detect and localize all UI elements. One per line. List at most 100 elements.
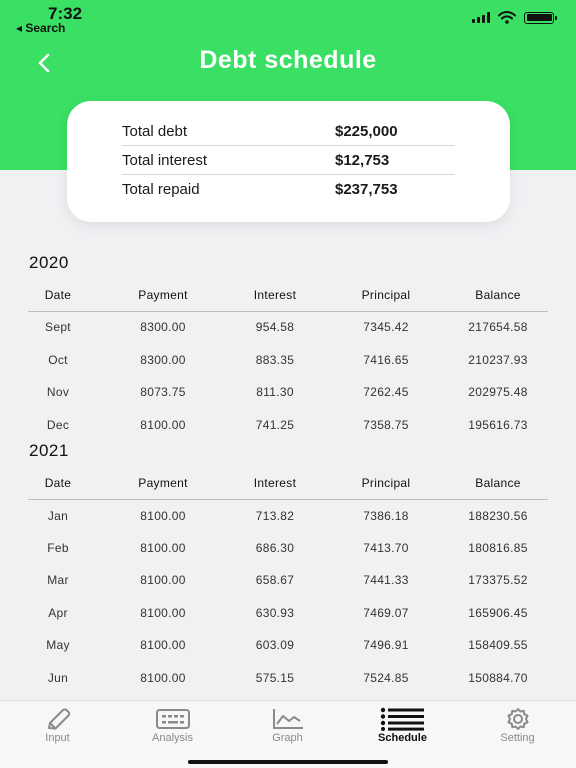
- table-row: Apr 8100.00 630.93 7469.07 165906.45: [28, 606, 548, 626]
- status-back-to-search[interactable]: ◂ Search: [16, 21, 66, 35]
- summary-row-total-interest: Total interest $12,753: [122, 146, 455, 175]
- tab-schedule[interactable]: Schedule: [345, 701, 460, 768]
- calculator-icon: [155, 709, 190, 729]
- cell-payment: 8100.00: [140, 573, 186, 587]
- cellular-signal-icon: [472, 12, 490, 23]
- cell-principal: 7413.70: [363, 541, 409, 555]
- cell-date: Dec: [46, 418, 70, 432]
- back-button[interactable]: [30, 48, 60, 78]
- tab-graph[interactable]: Graph: [230, 701, 345, 768]
- table-row: Jan 8100.00 713.82 7386.18 188230.56: [28, 509, 548, 529]
- cell-date: Mar: [47, 573, 69, 587]
- table-row: Sept 8300.00 954.58 7345.42 217654.58: [28, 320, 548, 340]
- cell-payment: 8300.00: [140, 320, 186, 334]
- tab-input[interactable]: Input: [0, 701, 115, 768]
- cell-payment: 8100.00: [140, 638, 186, 652]
- cell-balance: 210237.93: [468, 353, 528, 367]
- table-row: Mar 8100.00 658.67 7441.33 173375.52: [28, 573, 548, 593]
- cell-date: May: [46, 638, 70, 652]
- tab-label: Setting: [500, 732, 535, 744]
- cell-principal: 7441.33: [363, 573, 409, 587]
- column-header-balance: Balance: [475, 288, 521, 302]
- status-bar: 7:32 ◂ Search: [0, 0, 576, 40]
- cell-interest: 630.93: [255, 606, 295, 620]
- cell-balance: 188230.56: [468, 509, 528, 523]
- cell-principal: 7262.45: [363, 385, 409, 399]
- cell-date: Apr: [48, 606, 68, 620]
- table-row: Feb 8100.00 686.30 7413.70 180816.85: [28, 541, 548, 561]
- cell-payment: 8073.75: [140, 385, 186, 399]
- cell-principal: 7345.42: [363, 320, 409, 334]
- summary-card: Total debt $225,000 Total interest $12,7…: [67, 101, 510, 222]
- column-header-date: Date: [44, 288, 72, 302]
- column-header-principal: Principal: [361, 476, 411, 490]
- cell-payment: 8300.00: [140, 353, 186, 367]
- table-header-2020: Date Payment Interest Principal Balance: [28, 288, 548, 312]
- table-header-2021: Date Payment Interest Principal Balance: [28, 476, 548, 500]
- list-icon: [380, 707, 424, 731]
- cell-balance: 195616.73: [468, 418, 528, 432]
- column-header-payment: Payment: [138, 288, 188, 302]
- cell-balance: 173375.52: [468, 573, 528, 587]
- tab-analysis[interactable]: Analysis: [115, 701, 230, 768]
- column-header-payment: Payment: [138, 476, 188, 490]
- cell-principal: 7358.75: [363, 418, 409, 432]
- summary-label: Total debt: [122, 122, 188, 140]
- cell-interest: 811.30: [256, 385, 294, 399]
- cell-payment: 8100.00: [140, 671, 186, 685]
- cell-interest: 883.35: [255, 353, 295, 367]
- wifi-icon: [498, 11, 516, 24]
- table-row: May 8100.00 603.09 7496.91 158409.55: [28, 638, 548, 658]
- cell-interest: 658.67: [255, 573, 295, 587]
- cell-payment: 8100.00: [140, 418, 186, 432]
- cell-date: Nov: [46, 385, 70, 399]
- battery-icon: [524, 11, 557, 24]
- cell-balance: 202975.48: [468, 385, 528, 399]
- summary-label: Total repaid: [122, 181, 200, 198]
- gear-icon: [507, 708, 528, 730]
- home-indicator[interactable]: [188, 760, 388, 764]
- cell-balance: 150884.70: [468, 671, 528, 685]
- cell-balance: 165906.45: [468, 606, 528, 620]
- year-heading-2020: 2020: [29, 253, 69, 272]
- summary-value: $225,000: [335, 122, 398, 140]
- cell-balance: 180816.85: [468, 541, 528, 555]
- line-chart-icon: [272, 709, 303, 729]
- cell-principal: 7524.85: [363, 671, 409, 685]
- column-header-balance: Balance: [475, 476, 521, 490]
- table-row: Jun 8100.00 575.15 7524.85 150884.70: [28, 671, 548, 691]
- tab-label: Input: [45, 732, 70, 744]
- cell-balance: 158409.55: [468, 638, 528, 652]
- table-row: Oct 8300.00 883.35 7416.65 210237.93: [28, 353, 548, 373]
- tab-label: Schedule: [378, 732, 427, 744]
- summary-row-total-repaid: Total repaid $237,753: [122, 175, 455, 204]
- cell-principal: 7469.07: [363, 606, 409, 620]
- cell-interest: 954.58: [255, 320, 295, 334]
- tab-label: Graph: [272, 732, 303, 744]
- column-header-interest: Interest: [253, 476, 297, 490]
- cell-interest: 713.82: [255, 509, 295, 523]
- page-title: Debt schedule: [199, 46, 377, 74]
- cell-interest: 575.15: [255, 671, 295, 685]
- column-header-date: Date: [44, 476, 72, 490]
- summary-value: $12,753: [335, 151, 390, 169]
- status-icons: [472, 11, 557, 24]
- cell-interest: 741.25: [255, 418, 295, 432]
- pencil-icon: [47, 708, 70, 730]
- table-row: Nov 8073.75 811.30 7262.45 202975.48: [28, 385, 548, 405]
- cell-principal: 7416.65: [363, 353, 409, 367]
- cell-payment: 8100.00: [140, 606, 186, 620]
- summary-value: $237,753: [335, 181, 398, 198]
- tab-label: Analysis: [152, 732, 193, 744]
- column-header-principal: Principal: [361, 288, 411, 302]
- tab-bar: Input Analysis Graph Schedule: [0, 700, 576, 768]
- status-time: 7:32: [48, 4, 83, 23]
- cell-interest: 686.30: [255, 541, 295, 555]
- cell-date: Jun: [47, 671, 69, 685]
- cell-balance: 217654.58: [468, 320, 528, 334]
- tab-setting[interactable]: Setting: [460, 701, 575, 768]
- cell-principal: 7496.91: [363, 638, 409, 652]
- cell-payment: 8100.00: [140, 541, 186, 555]
- cell-principal: 7386.18: [363, 509, 409, 523]
- summary-label: Total interest: [122, 151, 208, 169]
